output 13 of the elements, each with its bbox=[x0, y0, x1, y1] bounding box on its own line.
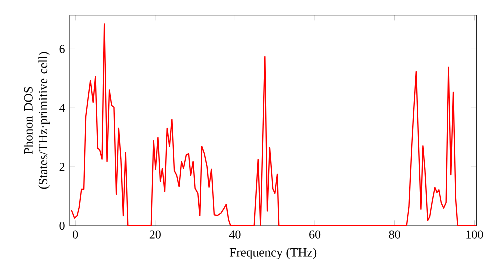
y-tick-label: 2 bbox=[60, 163, 65, 172]
y-tick-label: 6 bbox=[60, 45, 65, 54]
x-axis-title: Frequency (THz) bbox=[230, 248, 317, 260]
x-tick-label: 40 bbox=[229, 230, 241, 239]
x-tick-label: 100 bbox=[466, 230, 484, 239]
line-series bbox=[71, 24, 477, 226]
y-axis-title: Phonon DOS (States/THz·primitive cell) bbox=[24, 52, 50, 190]
y-tick-label: 0 bbox=[60, 222, 65, 230]
x-tick-label: 60 bbox=[310, 230, 321, 239]
x-tick-label: 0 bbox=[73, 230, 78, 239]
x-tick-label: 20 bbox=[150, 230, 161, 239]
x-tick-label: 80 bbox=[389, 230, 400, 239]
y-tick-label: 4 bbox=[60, 104, 66, 112]
